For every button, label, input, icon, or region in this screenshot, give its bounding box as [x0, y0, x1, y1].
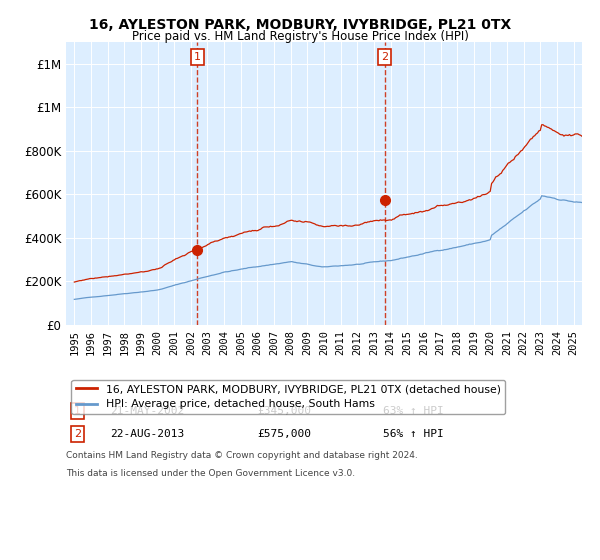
Text: 22-AUG-2013: 22-AUG-2013 [110, 430, 184, 439]
Text: 2: 2 [381, 52, 388, 62]
Text: 1: 1 [74, 406, 81, 416]
Text: £575,000: £575,000 [257, 430, 311, 439]
Text: 1: 1 [194, 52, 200, 62]
Text: 63% ↑ HPI: 63% ↑ HPI [383, 406, 444, 416]
Text: Price paid vs. HM Land Registry's House Price Index (HPI): Price paid vs. HM Land Registry's House … [131, 30, 469, 43]
Text: This data is licensed under the Open Government Licence v3.0.: This data is licensed under the Open Gov… [66, 469, 355, 478]
Text: 56% ↑ HPI: 56% ↑ HPI [383, 430, 444, 439]
Text: 16, AYLESTON PARK, MODBURY, IVYBRIDGE, PL21 0TX: 16, AYLESTON PARK, MODBURY, IVYBRIDGE, P… [89, 18, 511, 32]
Text: 2: 2 [74, 430, 81, 439]
Text: 21-MAY-2002: 21-MAY-2002 [110, 406, 184, 416]
Text: Contains HM Land Registry data © Crown copyright and database right 2024.: Contains HM Land Registry data © Crown c… [66, 451, 418, 460]
Text: £345,000: £345,000 [257, 406, 311, 416]
Legend: 16, AYLESTON PARK, MODBURY, IVYBRIDGE, PL21 0TX (detached house), HPI: Average p: 16, AYLESTON PARK, MODBURY, IVYBRIDGE, P… [71, 380, 505, 414]
